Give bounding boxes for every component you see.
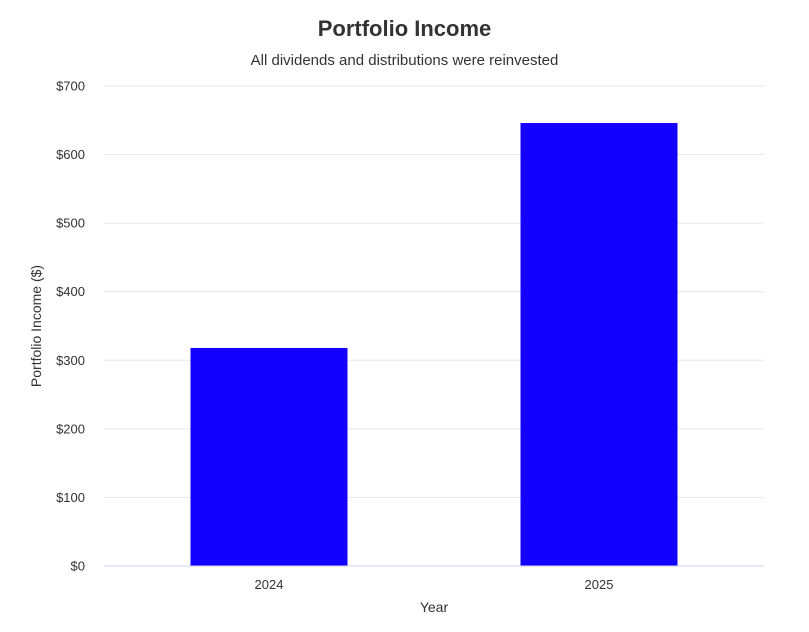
y-axis-label: Portfolio Income ($) bbox=[28, 265, 44, 387]
chart-title: Portfolio Income bbox=[317, 16, 492, 41]
y-tick-label: $0 bbox=[71, 559, 85, 574]
y-tick-label: $400 bbox=[56, 284, 85, 299]
x-tick-label: 2024 bbox=[255, 577, 284, 592]
bar-2025 bbox=[520, 123, 678, 567]
y-tick-label: $500 bbox=[56, 216, 85, 231]
y-axis-ticks: $0 $100 $200 $300 $400 $500 $600 $700 bbox=[56, 79, 85, 574]
y-tick-label: $200 bbox=[56, 421, 85, 436]
x-tick-label: 2025 bbox=[585, 577, 614, 592]
y-tick-label: $700 bbox=[56, 79, 85, 94]
y-tick-label: $300 bbox=[56, 353, 85, 368]
bars bbox=[190, 123, 678, 567]
y-tick-label: $600 bbox=[56, 147, 85, 162]
bar-2024 bbox=[190, 347, 348, 566]
x-axis-ticks: 2024 2025 bbox=[255, 577, 614, 592]
chart-subtitle: All dividends and distributions were rei… bbox=[250, 52, 559, 69]
y-tick-label: $100 bbox=[56, 490, 85, 505]
x-axis-label: Year bbox=[420, 599, 449, 615]
